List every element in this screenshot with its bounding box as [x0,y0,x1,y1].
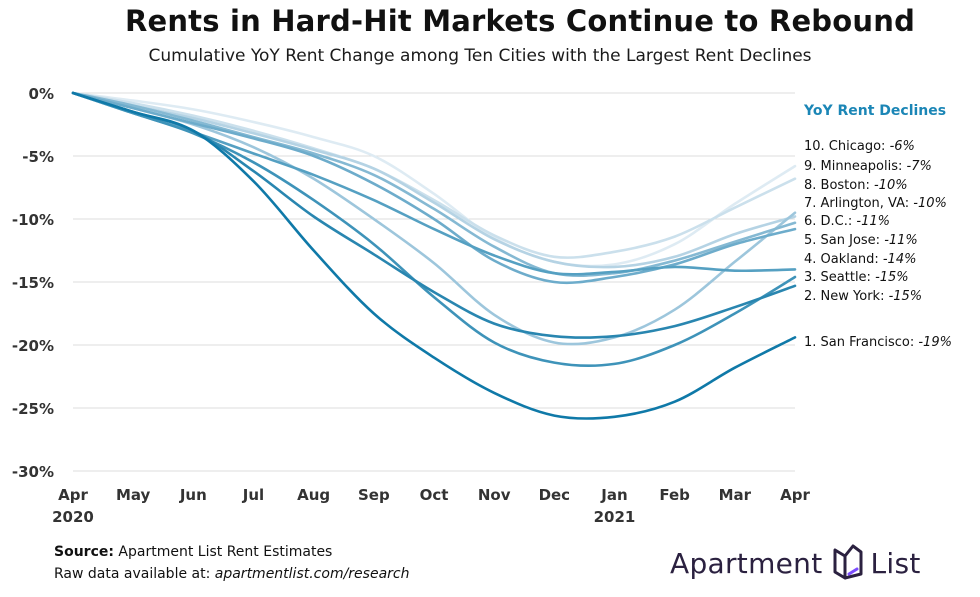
y-tick-label: -30% [12,463,54,481]
series-line-arlington-va [71,91,797,346]
apartment-list-logo-icon [831,542,865,584]
series-line-san-jose [71,91,797,285]
series-line-seattle [71,91,797,368]
x-tick-label: Apr [58,486,88,504]
y-tick-label: 0% [29,85,54,103]
legend-entry-new-york: 2. New York: -15% [804,289,922,304]
y-tick-label: -10% [12,211,54,229]
x-tick-label: Sep [358,486,390,504]
legend-entry-san-francisco: 1. San Francisco: -19% [804,335,952,350]
x-tick-label: Jun [179,486,207,504]
legend-entry-boston: 8. Boston: -10% [804,178,908,193]
legend-entry-arlington-va: 7. Arlington, VA: -10% [804,196,947,211]
y-axis-tick-labels: 0% -5% -10% -15% -20% -25% -30% [12,85,54,481]
raw-data-label: Raw data available at: [54,566,211,582]
legend: YoY Rent Declines 10. Chicago: -6% 9. Minn… [803,103,952,350]
series-line-d-c [71,91,797,277]
source-text: Apartment List Rent Estimates [118,544,333,560]
series-line-san-francisco [71,91,797,420]
legend-title: YoY Rent Declines [803,103,946,119]
apartment-list-logo: Apartment List [670,543,921,583]
y-tick-label: -20% [12,337,54,355]
chart-subtitle: Cumulative YoY Rent Change among Ten Cit… [148,46,812,66]
x-tick-label: Apr [780,486,810,504]
source-label: Source: [54,544,114,560]
legend-entry-chicago: 10. Chicago: -6% [804,139,915,154]
chart-title: Rents in Hard-Hit Markets Continue to Re… [124,4,916,38]
y-tick-label: -15% [12,274,54,292]
raw-data-note: Raw data available at: apartmentlist.com… [54,566,409,582]
x-year-label: 2020 [52,508,94,526]
legend-entry-san-jose: 5. San Jose: -11% [804,233,918,248]
series-lines [71,91,797,420]
series-line-minneapolis [71,91,797,259]
x-tick-label: Aug [297,486,330,504]
x-year-label: 2021 [594,508,636,526]
x-tick-label: Jan [600,486,627,504]
x-tick-label: Nov [478,486,511,504]
legend-entry-oakland: 4. Oakland: -14% [804,252,916,267]
logo-word-apartment: Apartment [670,546,823,580]
x-tick-label: Feb [659,486,690,504]
y-tick-label: -5% [22,148,54,166]
legend-entry-seattle: 3. Seattle: -15% [804,270,909,285]
x-tick-label: Mar [719,486,752,504]
x-tick-label: Dec [539,486,571,504]
x-tick-label: May [116,486,151,504]
logo-word-list: List [870,546,921,580]
raw-data-link[interactable]: apartmentlist.com/research [214,566,410,582]
grid-lines [73,92,795,472]
x-tick-label: Oct [420,486,449,504]
legend-entry-minneapolis: 9. Minneapolis: -7% [804,159,932,174]
y-tick-label: -25% [12,400,54,418]
series-line-boston [71,91,797,269]
x-tick-label: Jul [242,486,264,504]
x-axis-tick-labels: Apr May Jun Jul Aug Sep Oct Nov Dec Jan Feb Mar Apr 2… [52,486,810,526]
series-line-chicago [71,91,797,268]
source-note: Source: Apartment List Rent Estimates [54,544,332,560]
legend-entry-d-c: 6. D.C.: -11% [804,214,890,229]
